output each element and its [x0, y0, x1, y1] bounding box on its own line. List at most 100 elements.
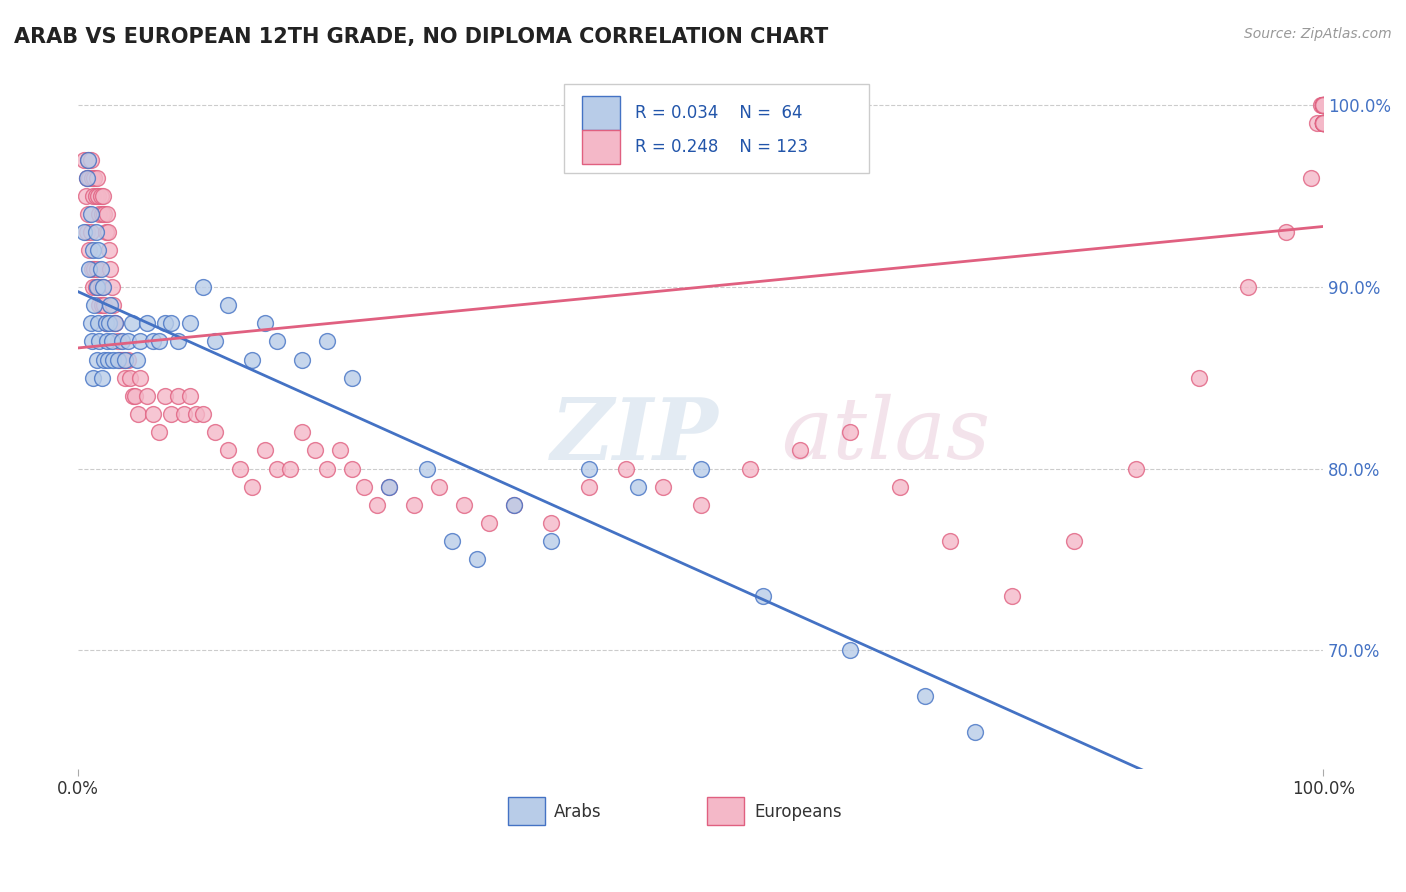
Point: [103, 316, 125, 330]
Point: [129, 370, 152, 384]
Point: [114, 370, 136, 384]
Point: [98, 316, 121, 330]
Point: [1312, 98, 1334, 112]
Point: [1312, 98, 1334, 112]
Point: [1312, 98, 1334, 112]
Point: [652, 480, 675, 494]
Point: [82, 244, 104, 258]
Point: [89, 334, 111, 349]
Point: [124, 389, 146, 403]
Point: [186, 407, 208, 421]
Point: [100, 261, 122, 276]
Point: [122, 389, 145, 403]
Text: Source: ZipAtlas.com: Source: ZipAtlas.com: [1244, 27, 1392, 41]
Point: [87, 280, 110, 294]
Point: [229, 461, 252, 475]
Point: [329, 443, 352, 458]
Point: [93, 298, 115, 312]
Point: [82, 280, 104, 294]
Point: [100, 334, 122, 349]
Point: [242, 480, 264, 494]
Point: [578, 461, 600, 475]
Point: [689, 498, 711, 512]
Point: [166, 389, 188, 403]
Point: [963, 725, 986, 739]
Point: [839, 643, 862, 657]
Point: [142, 407, 165, 421]
Point: [1312, 98, 1334, 112]
Point: [135, 389, 157, 403]
Point: [135, 316, 157, 330]
Point: [166, 334, 188, 349]
FancyBboxPatch shape: [564, 85, 869, 173]
Point: [465, 552, 488, 566]
Point: [191, 280, 214, 294]
Point: [76, 170, 98, 185]
Point: [204, 334, 226, 349]
Point: [266, 461, 288, 475]
Point: [96, 207, 118, 221]
Text: R = 0.034    N =  64: R = 0.034 N = 64: [634, 104, 803, 122]
Point: [191, 407, 214, 421]
Point: [914, 689, 936, 703]
Point: [416, 461, 439, 475]
Point: [1312, 116, 1334, 130]
Point: [160, 316, 183, 330]
Point: [111, 352, 134, 367]
Point: [291, 425, 314, 440]
Point: [117, 334, 139, 349]
Point: [242, 352, 264, 367]
Point: [614, 461, 637, 475]
Point: [117, 352, 139, 367]
Point: [889, 480, 911, 494]
Point: [104, 316, 127, 330]
Point: [87, 316, 110, 330]
Point: [93, 352, 115, 367]
Point: [82, 370, 104, 384]
Point: [148, 334, 170, 349]
Point: [86, 280, 108, 294]
Point: [76, 170, 98, 185]
Point: [478, 516, 501, 530]
Point: [752, 589, 775, 603]
Point: [79, 207, 101, 221]
Point: [540, 534, 562, 549]
Point: [97, 352, 120, 367]
Point: [1312, 116, 1334, 130]
Point: [91, 189, 114, 203]
Point: [120, 370, 142, 384]
Point: [111, 334, 134, 349]
Point: [127, 407, 149, 421]
Point: [77, 207, 100, 221]
Point: [90, 370, 112, 384]
Point: [94, 316, 117, 330]
Text: atlas: atlas: [782, 394, 991, 476]
Point: [427, 480, 450, 494]
Point: [73, 153, 96, 167]
Point: [98, 244, 121, 258]
Point: [304, 443, 326, 458]
Point: [1312, 98, 1334, 112]
Point: [89, 298, 111, 312]
Point: [453, 498, 475, 512]
Point: [378, 480, 401, 494]
Point: [101, 352, 124, 367]
Point: [129, 334, 152, 349]
Point: [173, 407, 195, 421]
Point: [110, 352, 132, 367]
Point: [316, 461, 339, 475]
Point: [1312, 116, 1334, 130]
Point: [938, 534, 960, 549]
Point: [1125, 461, 1147, 475]
Point: [440, 534, 463, 549]
Point: [79, 261, 101, 276]
Point: [217, 298, 239, 312]
Point: [155, 389, 177, 403]
Point: [1312, 116, 1334, 130]
Point: [789, 443, 811, 458]
Point: [142, 334, 165, 349]
Point: [84, 280, 107, 294]
Point: [1188, 370, 1211, 384]
Point: [627, 480, 650, 494]
Point: [114, 352, 136, 367]
